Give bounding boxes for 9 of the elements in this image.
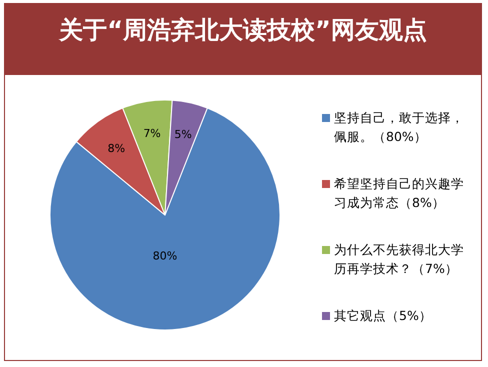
legend-label: 希望坚持自己的兴趣学习成为常态（8%） <box>334 176 464 210</box>
data-label: 80% <box>152 249 178 262</box>
legend-label: 坚持自己，敢于选择，佩服。（80%） <box>334 110 464 144</box>
chart-title: 关于“周浩弃北大读技校”网友观点 <box>58 15 428 46</box>
legend-label: 其它观点（5%） <box>334 308 432 323</box>
legend-label: 为什么不先获得北大学历再学技术？（7%） <box>334 242 464 276</box>
data-label: 7% <box>143 127 161 140</box>
data-label: 8% <box>108 142 126 156</box>
data-label: 5% <box>174 128 192 142</box>
